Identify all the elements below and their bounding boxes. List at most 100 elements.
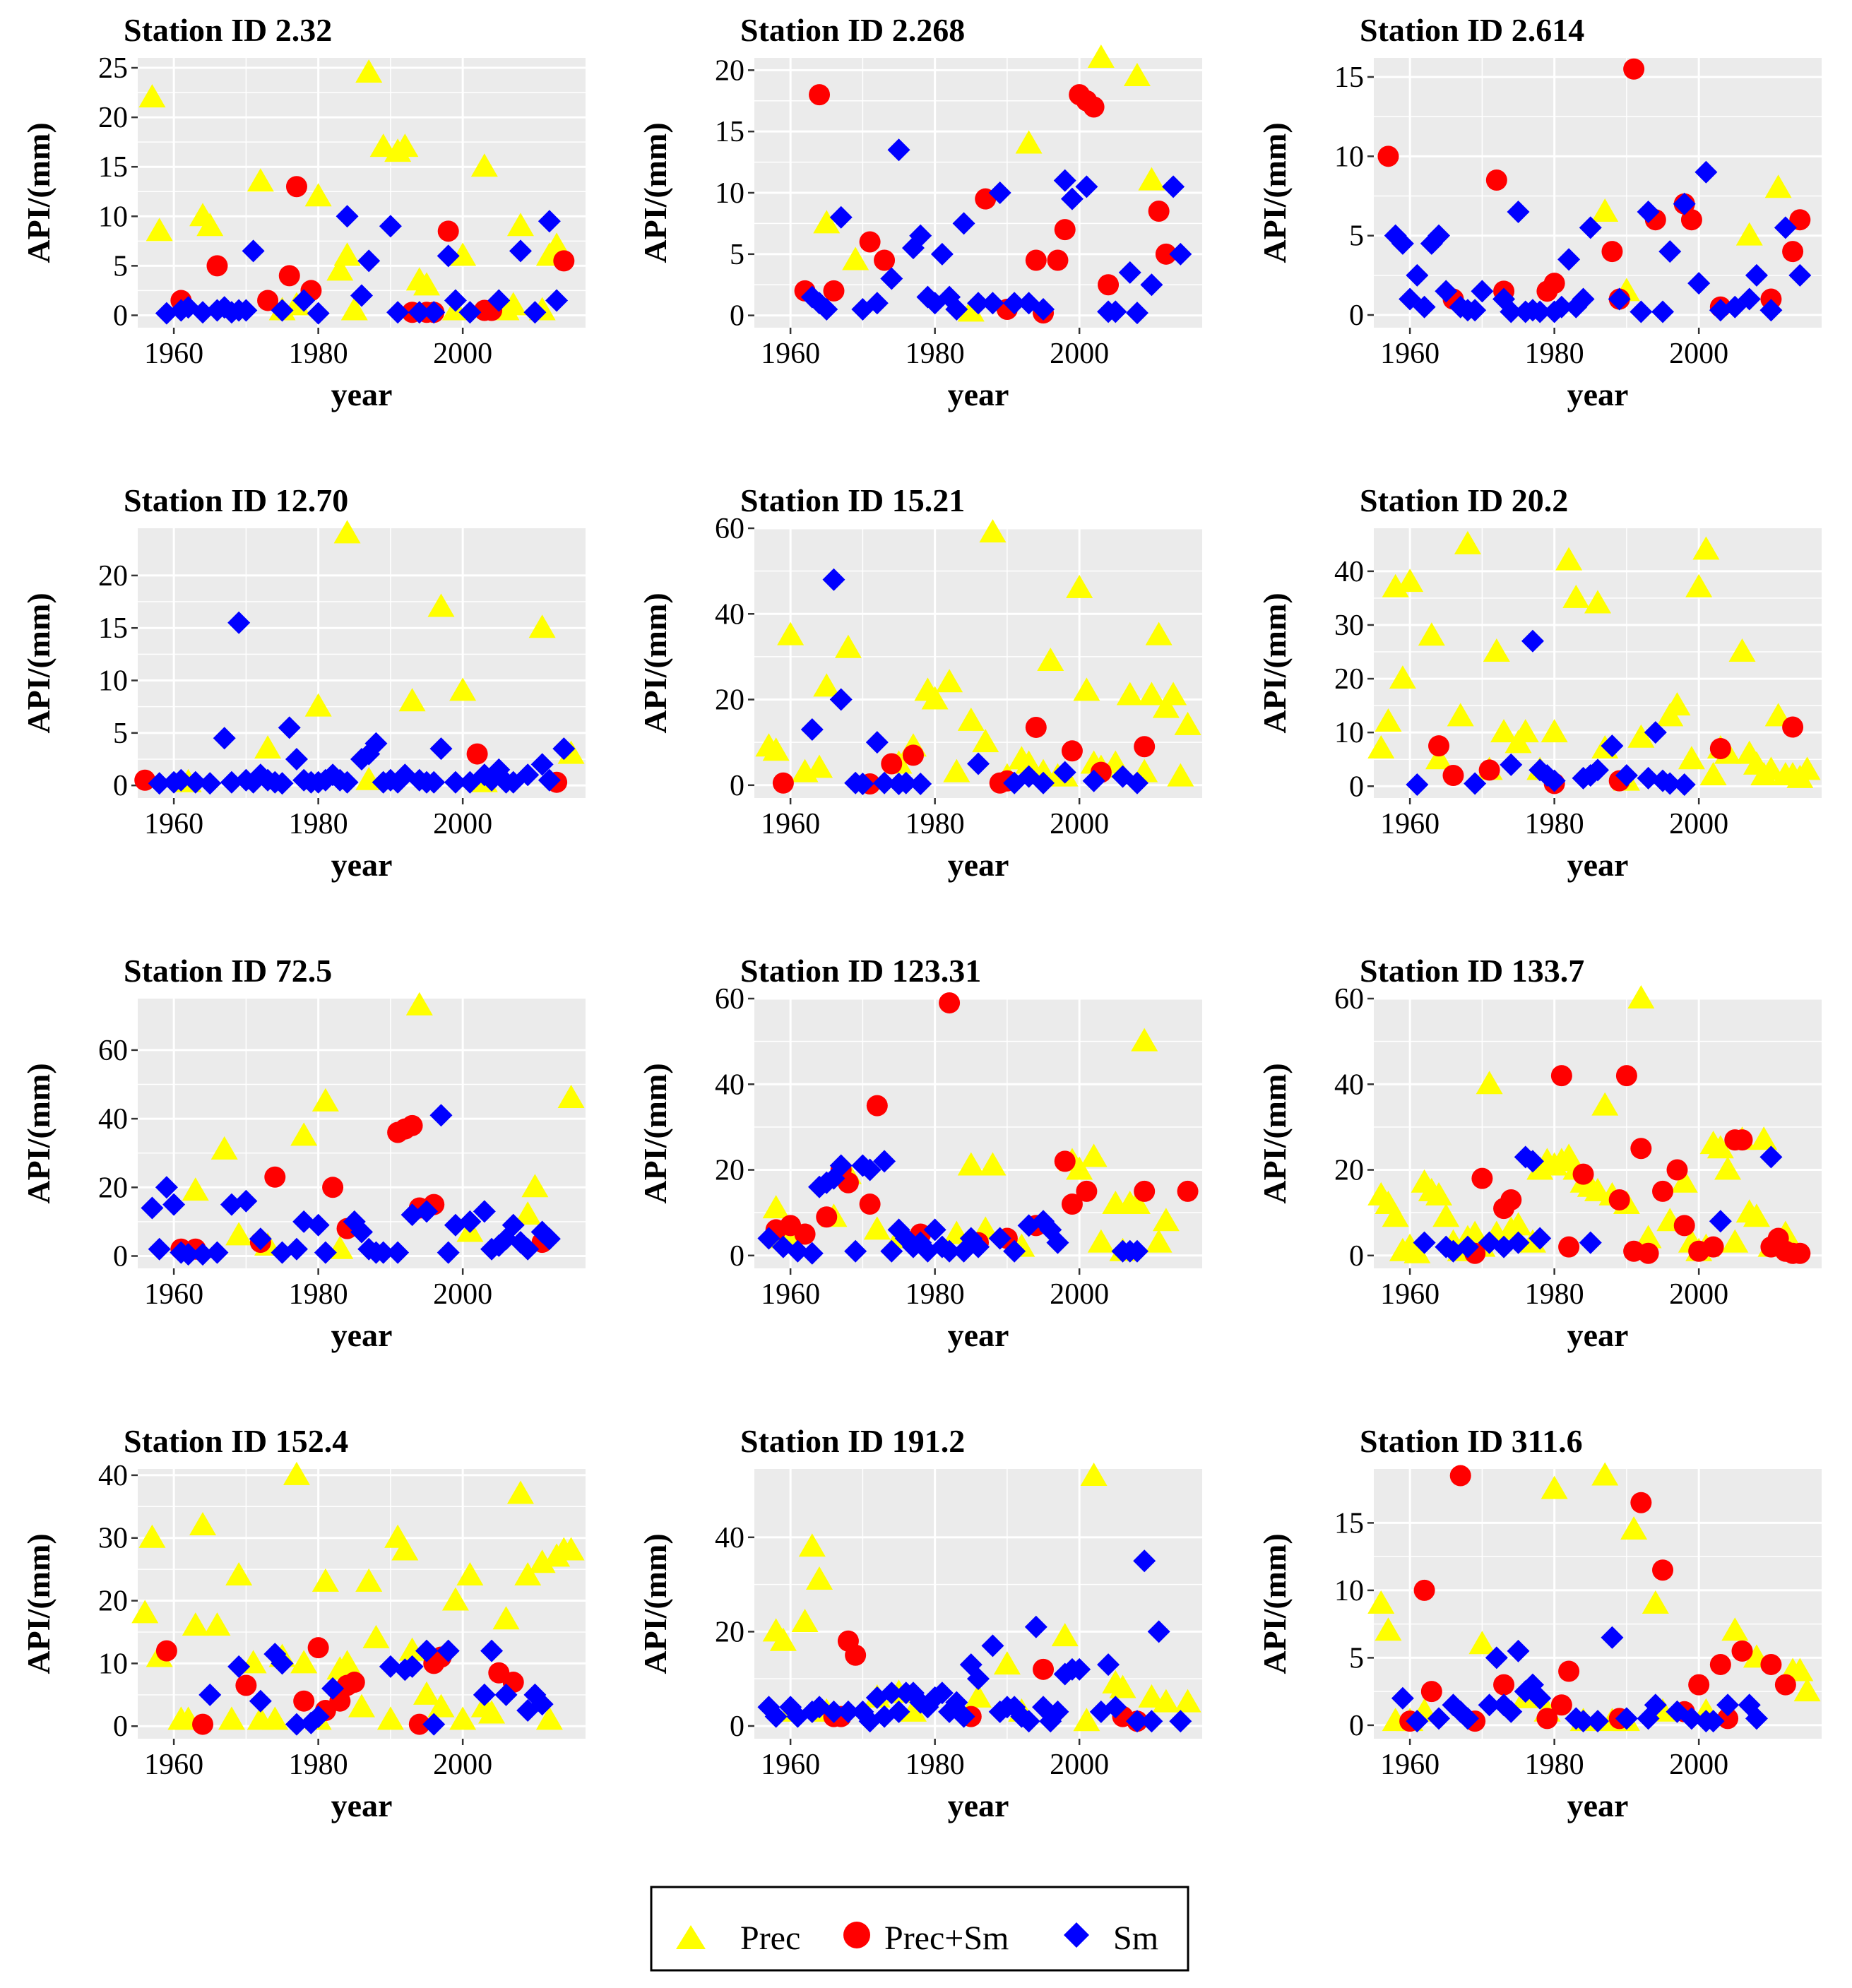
point-sm [988, 1227, 1011, 1250]
point-precsm [1025, 249, 1047, 271]
point-sm [1521, 1150, 1544, 1173]
x-tick-label: 2000 [1050, 338, 1109, 370]
point-sm [930, 1682, 954, 1705]
point-sm [242, 239, 265, 263]
point-sm [1125, 1239, 1148, 1263]
point-prec [506, 1480, 534, 1504]
point-prec [1123, 63, 1151, 87]
point-prec [1685, 573, 1713, 597]
point-prec [1174, 1689, 1201, 1713]
point-sm [191, 1243, 215, 1266]
point-precsm [1500, 1189, 1522, 1210]
point-precsm [1449, 1465, 1471, 1487]
point-precsm [1709, 1653, 1731, 1675]
y-tick-label: 40 [98, 1460, 128, 1492]
y-axis-label: API/(mm) [1257, 593, 1293, 733]
y-tick-label: 10 [98, 1648, 128, 1680]
x-tick-label: 1960 [761, 1749, 820, 1781]
panel-7: 1960 1980 2000 0 20 40 60 Station ID 72.5 year AP… [20, 953, 586, 1353]
point-sm [873, 1150, 896, 1173]
point-sm [480, 1639, 504, 1662]
point-sm [967, 1235, 990, 1258]
point-prec [1174, 711, 1201, 735]
point-prec [993, 1651, 1021, 1675]
x-tick-label: 1960 [1380, 808, 1440, 840]
point-precsm [1536, 1708, 1558, 1730]
y-tick-label: 0 [1349, 1240, 1364, 1273]
point-prec [290, 1650, 318, 1674]
point-prec [1591, 1462, 1619, 1486]
point-prec [1750, 1126, 1778, 1150]
legend-sm-label: Sm [1113, 1919, 1158, 1957]
point-sm [967, 292, 990, 315]
point-prec [1447, 703, 1474, 727]
point-prec [1396, 569, 1424, 593]
y-tick-label: 20 [715, 54, 744, 87]
legend-box [650, 1886, 1189, 1972]
point-prec [1403, 1239, 1431, 1263]
legend-precsm-label: Prec+Sm [884, 1919, 1009, 1957]
panel-3: 1960 1980 2000 0 5 10 15 Station ID 2.614 year AP… [1257, 12, 1822, 412]
point-sm [1579, 1231, 1602, 1254]
point-sm [829, 206, 853, 229]
point-prec [1382, 1203, 1409, 1227]
y-tick-label: 60 [98, 1035, 128, 1067]
point-prec [369, 133, 397, 157]
point-prec [1087, 44, 1115, 68]
point-prec [1131, 1028, 1158, 1052]
y-tick-label: 10 [1334, 1575, 1364, 1607]
point-sm [1529, 300, 1552, 323]
point-precsm [1623, 58, 1645, 80]
y-tick-label: 20 [98, 102, 128, 134]
x-tick-label: 1980 [906, 808, 965, 840]
point-sm [271, 1652, 294, 1675]
x-axis-label: year [331, 376, 393, 412]
point-sm [155, 1176, 178, 1199]
point-sm [1485, 1646, 1508, 1669]
point-prec [1678, 746, 1705, 770]
point-prec [1706, 1135, 1734, 1159]
point-prec [391, 1537, 419, 1561]
point-sm [1644, 1694, 1667, 1717]
point-sm [858, 1158, 882, 1182]
x-tick-label: 2000 [433, 338, 492, 370]
point-precsm [553, 250, 575, 272]
point-sm [271, 299, 294, 322]
x-tick-label: 2000 [1050, 808, 1109, 840]
panel-1: 1960 1980 2000 0 5 10 15 20 25 Station ID 2.32 yea… [20, 12, 586, 412]
point-sm [1601, 734, 1624, 758]
point-sm [545, 289, 569, 312]
point-sm [1162, 175, 1185, 198]
point-precsm [1076, 1180, 1098, 1202]
y-tick-label: 60 [1334, 983, 1364, 1016]
point-prec [1116, 681, 1144, 706]
point-sm [386, 301, 410, 324]
point-prec [362, 1624, 390, 1648]
point-sm [307, 302, 330, 325]
point-precsm [264, 1166, 286, 1188]
point-sm [170, 768, 193, 792]
point-sm [1709, 1210, 1732, 1233]
panel-12: 1960 1980 2000 0 5 10 15 Station ID 311.6 year AP… [1257, 1423, 1822, 1823]
point-sm [1630, 300, 1653, 323]
point-sm [1572, 287, 1595, 311]
point-precsm [1098, 274, 1120, 296]
point-prec [1714, 1156, 1742, 1180]
point-sm [952, 1705, 975, 1728]
point-prec [514, 1562, 542, 1586]
point-precsm [1083, 96, 1105, 118]
point-prec [449, 242, 477, 266]
y-tick-label: 0 [1349, 770, 1364, 803]
x-tick-label: 1980 [289, 1749, 348, 1781]
x-tick-label: 2000 [1669, 808, 1728, 840]
point-sm [1500, 753, 1523, 776]
point-sm [458, 301, 482, 324]
x-tick-label: 1980 [289, 1278, 348, 1311]
point-prec [957, 1152, 985, 1176]
point-sm [1032, 297, 1055, 321]
point-sm [422, 770, 446, 794]
point-sm [988, 181, 1011, 204]
point-prec [957, 707, 985, 731]
point-sm [786, 1239, 809, 1263]
point-sm [909, 772, 932, 795]
